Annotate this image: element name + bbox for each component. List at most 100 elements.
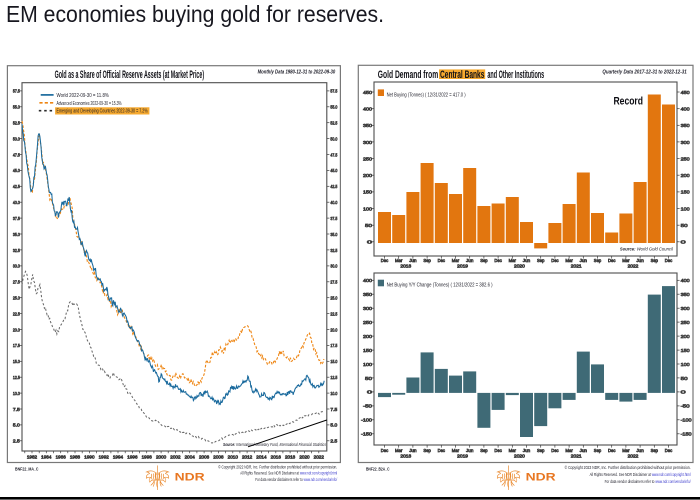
- svg-text:EM economies buying gold for r: EM economies buying gold for reserves.: [6, 1, 384, 27]
- svg-text:Dec: Dec: [551, 448, 559, 453]
- svg-text:-100: -100: [681, 418, 692, 424]
- svg-text:Mar: Mar: [452, 258, 460, 263]
- svg-text:2021: 2021: [571, 454, 582, 459]
- svg-text:Mar: Mar: [565, 448, 573, 453]
- svg-text:2000: 2000: [156, 455, 167, 460]
- svg-text:Jun: Jun: [409, 258, 417, 263]
- svg-text:0: 0: [681, 390, 686, 396]
- svg-text:7.5: 7.5: [330, 407, 337, 413]
- svg-text:Sep: Sep: [594, 448, 602, 453]
- svg-text:Net Buying Y/Y Change (Tonnes): Net Buying Y/Y Change (Tonnes) ( 12/31/2…: [387, 283, 493, 289]
- svg-text:Monthly Data 1980-12-31 to 202: Monthly Data 1980-12-31 to 2022-09-30: [258, 70, 336, 76]
- svg-text:47.5: 47.5: [330, 152, 337, 158]
- svg-text:37.5: 37.5: [13, 216, 20, 222]
- svg-text:Jun: Jun: [523, 258, 531, 263]
- svg-text:50.0: 50.0: [13, 136, 20, 142]
- svg-text:450: 450: [363, 90, 372, 96]
- svg-text:50: 50: [681, 223, 688, 229]
- svg-text:2018: 2018: [400, 264, 411, 269]
- svg-text:1984: 1984: [41, 455, 52, 460]
- svg-text:Dec: Dec: [608, 258, 616, 263]
- svg-text:35.0: 35.0: [13, 232, 20, 238]
- svg-text:For data vendor disclaimers re: For data vendor disclaimers refer to www…: [255, 477, 338, 482]
- svg-text:2.5: 2.5: [13, 439, 20, 445]
- svg-text:57.5: 57.5: [330, 89, 337, 95]
- svg-text:150: 150: [363, 348, 372, 354]
- svg-text:32.5: 32.5: [330, 248, 337, 254]
- svg-text:150: 150: [681, 190, 690, 196]
- svg-text:350: 350: [681, 123, 690, 129]
- svg-text:2019: 2019: [457, 454, 468, 459]
- svg-text:42.5: 42.5: [13, 184, 20, 190]
- svg-text:350: 350: [681, 292, 690, 298]
- svg-text:2010: 2010: [228, 455, 239, 460]
- svg-text:37.5: 37.5: [330, 216, 337, 222]
- svg-text:200: 200: [363, 334, 372, 340]
- svg-text:45.0: 45.0: [13, 168, 20, 174]
- svg-text:22.5: 22.5: [13, 311, 20, 317]
- svg-text:2022: 2022: [628, 264, 639, 269]
- svg-text:2020: 2020: [299, 455, 310, 460]
- svg-text:400: 400: [681, 278, 690, 284]
- svg-text:15.0: 15.0: [330, 359, 337, 365]
- svg-text:30.0: 30.0: [13, 264, 20, 270]
- svg-text:1988: 1988: [70, 455, 81, 460]
- svg-text:5.0: 5.0: [13, 423, 20, 429]
- svg-text:400: 400: [681, 107, 690, 113]
- svg-text:100: 100: [363, 362, 372, 368]
- svg-text:Jun: Jun: [466, 448, 474, 453]
- svg-text:2.5: 2.5: [330, 439, 337, 445]
- svg-text:32.5: 32.5: [13, 248, 20, 254]
- svg-text:2020: 2020: [514, 264, 525, 269]
- svg-text:BNF22_B2A_C: BNF22_B2A_C: [366, 466, 390, 472]
- svg-text:Mar: Mar: [395, 258, 403, 263]
- svg-text:50: 50: [681, 376, 688, 382]
- svg-text:350: 350: [363, 123, 372, 129]
- svg-text:Net Buying (Tonnes) ( 12/31/20: Net Buying (Tonnes) ( 12/31/2022 = 417.0…: [387, 92, 466, 98]
- svg-text:Emerging and Developing Countr: Emerging and Developing Countries 2022-0…: [57, 109, 148, 115]
- svg-text:300: 300: [363, 140, 372, 146]
- svg-text:1990: 1990: [84, 455, 95, 460]
- svg-text:42.5: 42.5: [330, 184, 337, 190]
- svg-text:55.0: 55.0: [13, 105, 20, 111]
- svg-text:NDR: NDR: [175, 472, 205, 484]
- svg-text:-150: -150: [361, 432, 372, 438]
- svg-text:20.0: 20.0: [13, 327, 20, 333]
- svg-text:10.0: 10.0: [13, 391, 20, 397]
- svg-text:Gold Demand from: Gold Demand from: [378, 69, 438, 81]
- svg-text:Mar: Mar: [565, 258, 573, 263]
- svg-text:100: 100: [363, 206, 372, 212]
- svg-text:Mar: Mar: [509, 448, 517, 453]
- svg-text:0: 0: [681, 240, 686, 246]
- svg-text:47.5: 47.5: [13, 152, 20, 158]
- svg-text:2018: 2018: [400, 454, 411, 459]
- svg-text:All Rights Reserved. See NDR D: All Rights Reserved. See NDR Disclaimer …: [240, 470, 337, 475]
- svg-text:7.5: 7.5: [13, 407, 20, 413]
- svg-text:2018: 2018: [285, 455, 296, 460]
- svg-text:1994: 1994: [113, 455, 124, 460]
- svg-text:250: 250: [363, 320, 372, 326]
- svg-text:50.0: 50.0: [330, 136, 337, 142]
- svg-text:300: 300: [681, 140, 690, 146]
- svg-text:Dec: Dec: [381, 448, 389, 453]
- svg-text:1986: 1986: [56, 455, 67, 460]
- svg-text:2014: 2014: [256, 455, 267, 460]
- svg-text:27.5: 27.5: [13, 280, 20, 286]
- svg-text:Jun: Jun: [580, 258, 588, 263]
- svg-text:30.0: 30.0: [330, 264, 337, 270]
- svg-text:Quarterly Data 2017-12-31 to 2: Quarterly Data 2017-12-31 to 2022-12-31: [602, 70, 686, 76]
- svg-text:Sep: Sep: [651, 448, 659, 453]
- svg-text:Source: World Gold Council: Source: World Gold Council: [620, 246, 674, 251]
- svg-text:20.0: 20.0: [330, 327, 337, 333]
- svg-text:Mar: Mar: [622, 448, 630, 453]
- svg-text:1992: 1992: [99, 455, 110, 460]
- svg-text:52.5: 52.5: [330, 121, 337, 127]
- svg-text:-50: -50: [363, 404, 372, 410]
- svg-text:17.5: 17.5: [330, 343, 337, 349]
- svg-text:Dec: Dec: [608, 448, 616, 453]
- svg-text:For data vendor disclaimers re: For data vendor disclaimers refer to www…: [605, 479, 692, 484]
- svg-text:Dec: Dec: [438, 448, 446, 453]
- svg-text:17.5: 17.5: [13, 343, 20, 349]
- svg-text:200: 200: [681, 173, 690, 179]
- svg-text:2006: 2006: [199, 455, 210, 460]
